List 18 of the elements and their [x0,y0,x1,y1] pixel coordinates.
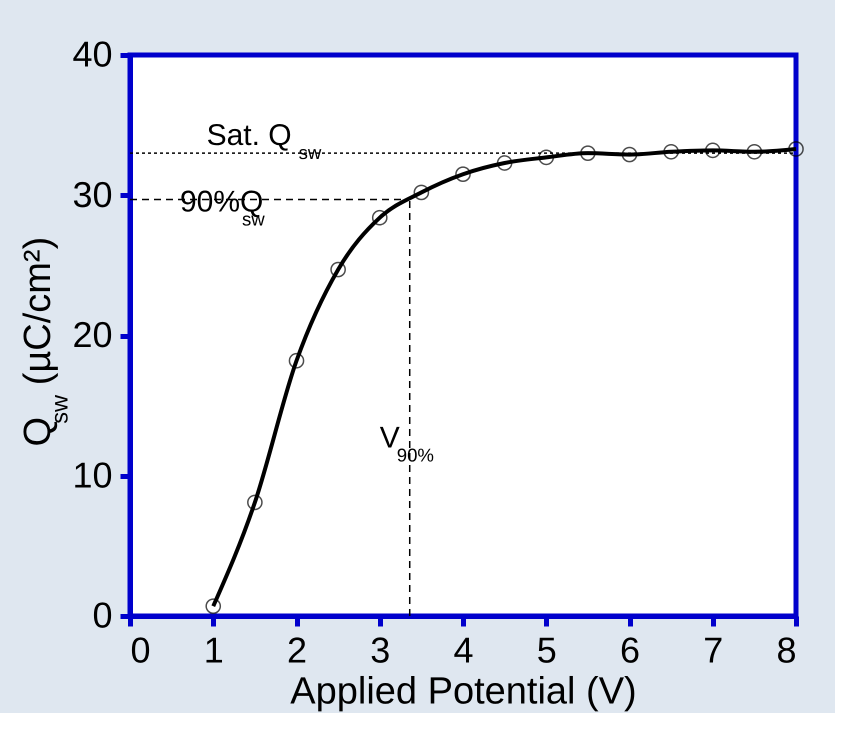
y-tick-label: 20 [72,314,112,355]
x-tick-label: 5 [536,630,557,670]
ref-line-label: 90%Qsw [180,185,266,230]
x-tick-label: 2 [286,630,308,670]
x-tick-label: 8 [776,630,796,670]
ref-line-label: Sat. Qsw [206,119,322,164]
y-tick-label: 10 [72,454,112,496]
x-tick-label: 7 [703,630,724,670]
x-tick-label: 0 [130,630,151,670]
y-tick-label: 30 [72,174,112,215]
y-tick-label: 40 [72,34,112,74]
x-tick-label: 4 [453,630,474,670]
x-tick-label: 1 [204,630,224,670]
y-tick-label: 0 [92,594,112,636]
y-axis-title: Qsw (µC/cm²) [17,236,73,447]
x-axis-title: Applied Potential (V) [290,670,637,712]
x-tick-label: 3 [370,630,390,670]
x-tick-label: 6 [620,630,640,670]
